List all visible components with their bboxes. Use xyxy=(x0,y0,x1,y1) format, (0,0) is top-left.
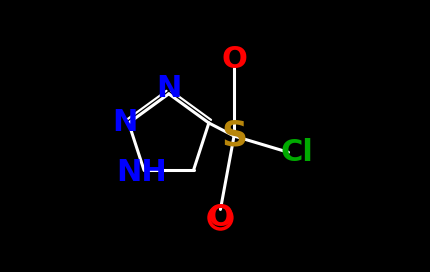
Text: N: N xyxy=(156,74,181,103)
Text: S: S xyxy=(221,119,247,153)
Text: NH: NH xyxy=(116,158,167,187)
Text: N: N xyxy=(112,109,137,137)
Text: O: O xyxy=(208,203,233,232)
Text: O: O xyxy=(221,45,247,74)
Text: Cl: Cl xyxy=(280,138,313,167)
